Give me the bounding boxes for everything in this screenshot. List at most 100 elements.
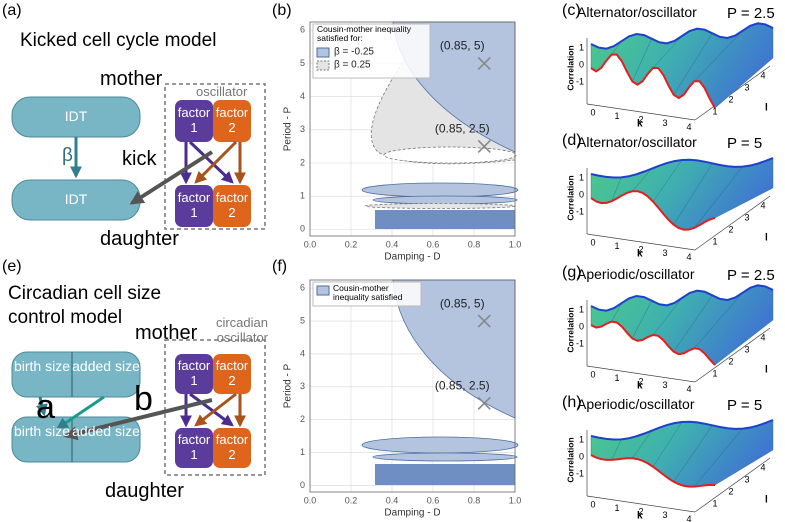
mesh-line bbox=[673, 425, 713, 482]
factor-box bbox=[175, 428, 213, 468]
l-axis-label: l bbox=[765, 103, 768, 114]
l-axis bbox=[694, 195, 771, 251]
k-axis bbox=[586, 233, 696, 251]
region bbox=[364, 203, 516, 209]
x-tick-label: 0.4 bbox=[386, 239, 399, 249]
l-tick-label: 2 bbox=[728, 486, 733, 496]
l-tick-label: 4 bbox=[760, 462, 765, 472]
l-tick-label: 4 bbox=[760, 332, 765, 342]
k-tick-label: 2 bbox=[638, 245, 643, 255]
surface-param: P = 5 bbox=[727, 135, 763, 152]
x-tick-label: 0.4 bbox=[386, 495, 399, 505]
k-tick-label: 0 bbox=[590, 107, 595, 117]
l-tick-label: 1 bbox=[712, 498, 717, 508]
surface-param: P = 2.5 bbox=[727, 5, 775, 22]
plot-frame bbox=[309, 21, 516, 237]
upper-edge bbox=[590, 284, 774, 312]
l-axis-label: l bbox=[765, 365, 768, 376]
k-axis-label: k bbox=[637, 381, 643, 392]
mesh-line bbox=[673, 33, 713, 95]
panel-label: (b) bbox=[272, 2, 292, 19]
lower-edge bbox=[590, 53, 716, 109]
cell-box bbox=[11, 351, 141, 398]
point bbox=[477, 56, 491, 71]
factor-label: factor 2 bbox=[215, 105, 249, 135]
z-tick-label: 1 bbox=[579, 172, 584, 182]
mesh-line bbox=[632, 430, 652, 459]
k-axis-label: k bbox=[637, 511, 643, 522]
upper-edge bbox=[590, 419, 774, 441]
z-tick-label: 1 bbox=[579, 434, 584, 444]
cell-label: birth size bbox=[13, 358, 71, 374]
z-tick-label: 1 bbox=[579, 304, 584, 314]
k-tick-label: 0 bbox=[590, 237, 595, 247]
z-axis-label: Correlation bbox=[565, 437, 575, 482]
y-tick-label: 6 bbox=[300, 25, 305, 35]
z-tick-label: 1 bbox=[579, 42, 584, 52]
cell-label: added size bbox=[72, 423, 140, 439]
panel-label: (g) bbox=[562, 264, 582, 281]
k-tick-label: 2 bbox=[638, 115, 643, 125]
region-f bbox=[361, 279, 519, 485]
mesh-line bbox=[611, 439, 622, 460]
surface-param: P = 5 bbox=[727, 397, 763, 414]
upper-edge bbox=[590, 157, 774, 179]
factor-label: factor 2 bbox=[215, 190, 249, 220]
model-title: Circadian cell size control model bbox=[8, 283, 162, 328]
oscillator-label: circadian oscillator bbox=[215, 315, 268, 345]
region-b bbox=[361, 21, 519, 229]
y-tick-label: 1 bbox=[300, 447, 305, 457]
k-tick-label: 3 bbox=[662, 248, 667, 258]
l-tick-label: 3 bbox=[744, 82, 749, 92]
x-tick-label: 1.0 bbox=[509, 239, 522, 249]
legend-swatch bbox=[316, 60, 330, 71]
y-tick-label: 3 bbox=[300, 124, 305, 134]
k-axis bbox=[586, 103, 696, 121]
surface-title: Aperiodic/oscillator bbox=[577, 266, 695, 282]
mesh-line bbox=[632, 168, 652, 192]
z-tick-label: 0 bbox=[579, 189, 584, 199]
mother-label: mother bbox=[100, 68, 163, 90]
kick-arrow bbox=[129, 150, 214, 205]
l-tick-label: 1 bbox=[712, 106, 717, 116]
factor-box bbox=[175, 185, 213, 227]
beta-label: β bbox=[62, 145, 73, 166]
k-tick-label: 3 bbox=[662, 510, 667, 520]
legend-title: Cousin-mother inequality satisfied bbox=[333, 283, 403, 303]
k-tick-label: 3 bbox=[662, 118, 667, 128]
mesh-line bbox=[611, 303, 622, 322]
diagram-e bbox=[11, 339, 266, 476]
x-tick-label: 0.6 bbox=[427, 495, 440, 505]
arrow bbox=[194, 140, 238, 184]
y-tick-label: 3 bbox=[300, 381, 305, 391]
z-tick-label: 0 bbox=[579, 59, 584, 69]
x-tick-label: 0.0 bbox=[304, 495, 317, 505]
region bbox=[375, 464, 515, 485]
lower-edge bbox=[590, 320, 716, 366]
l-tick-label: 4 bbox=[760, 70, 765, 80]
surface-title: Alternator/oscillator bbox=[577, 4, 697, 20]
l-axis-label: l bbox=[765, 495, 768, 506]
factor-box bbox=[175, 100, 213, 142]
y-tick-label: 2 bbox=[300, 414, 305, 424]
mesh-line bbox=[673, 163, 713, 225]
factor-box bbox=[213, 185, 251, 227]
oscillator-label: oscillator bbox=[196, 84, 248, 99]
k-tick-label: 2 bbox=[638, 377, 643, 387]
k-tick-label: 4 bbox=[686, 514, 691, 522]
region bbox=[372, 452, 518, 462]
surface-title: Alternator/oscillator bbox=[577, 134, 697, 150]
k-axis bbox=[586, 365, 696, 383]
l-tick-label: 3 bbox=[744, 344, 749, 354]
factor-box bbox=[213, 354, 251, 394]
z-tick-label: -1 bbox=[576, 206, 584, 216]
idt-label: IDT bbox=[64, 108, 88, 124]
l-tick-label: 2 bbox=[728, 94, 733, 104]
mother-label: mother bbox=[135, 322, 198, 344]
y-tick-label: 6 bbox=[300, 283, 305, 293]
arrow bbox=[56, 395, 105, 430]
k-axis-label: k bbox=[637, 119, 643, 130]
diagram-a bbox=[11, 83, 266, 230]
